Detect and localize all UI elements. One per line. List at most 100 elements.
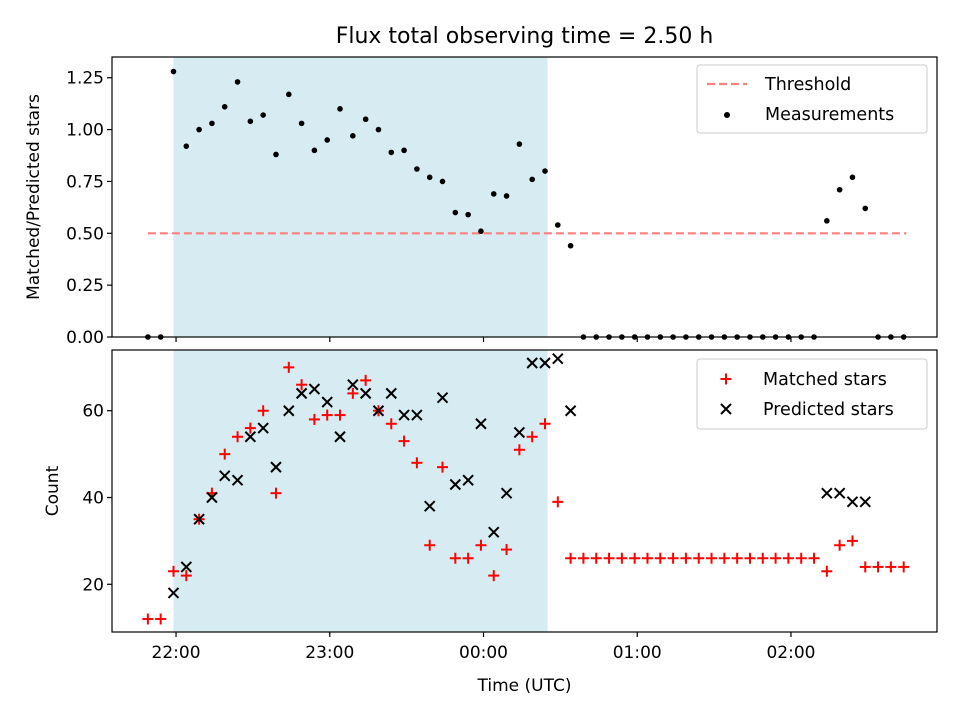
predicted-star-point xyxy=(206,491,218,504)
predicted-star-point xyxy=(231,474,244,486)
measurement-point xyxy=(260,112,266,118)
measurement-point xyxy=(234,79,241,85)
matched-star-point xyxy=(244,422,256,434)
measurement-point xyxy=(324,137,331,143)
matched-star-point xyxy=(437,461,449,473)
measurement-point xyxy=(247,118,254,125)
bottom-y-tick-label: 20 xyxy=(82,575,104,595)
legend-measurements-label: Measurements xyxy=(765,105,894,125)
legend-matched-label: Matched stars xyxy=(763,370,887,390)
top-panel: Flux total observing time = 2.50 h 0.00 0… xyxy=(24,24,938,348)
matched-star-point xyxy=(603,552,615,564)
measurement-point xyxy=(824,218,830,224)
predicted-star-point xyxy=(180,561,193,573)
legend-predicted-swatch xyxy=(720,403,732,415)
matched-star-point xyxy=(180,570,192,582)
measurement-point xyxy=(542,168,548,174)
matched-star-point xyxy=(885,561,897,573)
matched-stars-series xyxy=(142,361,910,625)
predicted-star-point xyxy=(411,409,423,421)
matched-star-point xyxy=(475,539,487,551)
measurement-point xyxy=(183,143,190,149)
predicted-star-point xyxy=(488,526,500,538)
matched-star-point xyxy=(462,552,474,564)
matched-star-point xyxy=(808,552,820,564)
matched-star-point xyxy=(846,535,858,547)
matched-star-point xyxy=(142,613,154,625)
matched-star-point xyxy=(565,552,577,564)
matched-star-point xyxy=(488,570,500,582)
top-y-tick-label: 0.75 xyxy=(66,172,104,192)
predicted-star-point xyxy=(423,500,436,512)
matched-star-point xyxy=(782,552,794,564)
predicted-star-point xyxy=(270,461,282,473)
x-tick-label: 23:00 xyxy=(305,643,354,663)
top-x-ticks xyxy=(175,337,792,342)
bottom-axes-frame xyxy=(111,349,938,633)
measurement-point xyxy=(452,209,459,216)
matched-star-point xyxy=(770,552,782,564)
measurement-point xyxy=(516,141,523,147)
measurement-point xyxy=(196,126,202,133)
matched-star-point xyxy=(398,435,410,447)
top-title: Flux total observing time = 2.50 h xyxy=(336,24,714,49)
legend-matched-swatch xyxy=(720,373,732,385)
bottom-y-ticks: 20 40 60 xyxy=(82,402,112,595)
matched-star-point xyxy=(411,457,423,469)
predicted-star-point xyxy=(398,409,410,421)
top-legend-box xyxy=(696,64,928,134)
legend-predicted-label: Predicted stars xyxy=(763,400,894,420)
measurement-point xyxy=(414,166,420,172)
matched-star-point xyxy=(283,361,295,373)
measurement-point xyxy=(170,68,177,75)
bottom-shaded-interval xyxy=(173,350,548,632)
predicted-star-point xyxy=(372,405,385,417)
x-axis-label: Time (UTC) xyxy=(477,676,572,696)
matched-star-point xyxy=(539,418,551,430)
matched-star-point xyxy=(334,409,346,421)
matched-star-point xyxy=(629,552,641,564)
bottom-legend: Matched stars Predicted stars xyxy=(696,358,928,430)
matched-star-point xyxy=(513,444,525,456)
measurement-point xyxy=(209,120,215,127)
matched-star-point xyxy=(232,431,244,443)
predicted-star-point xyxy=(475,418,487,430)
measurement-point xyxy=(298,120,305,127)
predicted-stars-series xyxy=(167,352,871,599)
matched-star-point xyxy=(296,379,308,391)
measurement-point xyxy=(362,116,369,123)
predicted-star-point xyxy=(513,426,526,439)
predicted-star-point xyxy=(526,357,538,369)
matched-star-point xyxy=(757,552,769,564)
predicted-star-point xyxy=(359,387,372,400)
matched-star-point xyxy=(526,431,538,443)
predicted-star-point xyxy=(462,474,474,486)
measurement-point xyxy=(465,211,471,218)
legend-threshold-label: Threshold xyxy=(764,75,851,95)
matched-star-point xyxy=(616,552,628,564)
predicted-star-point xyxy=(244,431,257,443)
predicted-star-point xyxy=(539,357,551,369)
predicted-star-point xyxy=(500,487,513,499)
top-y-tick-label: 1.00 xyxy=(66,121,104,141)
matched-star-point xyxy=(552,496,564,508)
matched-star-point xyxy=(641,552,653,564)
matched-star-point xyxy=(898,561,910,573)
matched-star-point xyxy=(155,613,167,625)
matched-star-point xyxy=(360,374,372,386)
top-y-tick-label: 0.00 xyxy=(66,328,104,348)
measurement-point xyxy=(836,186,843,193)
matched-star-point xyxy=(693,552,705,564)
measurement-point xyxy=(401,147,407,154)
legend-x-marker xyxy=(720,403,732,415)
measurement-point xyxy=(221,103,228,110)
predicted-star-point xyxy=(308,383,321,395)
predicted-star-point xyxy=(564,405,577,417)
bottom-x-ticks: 22:00 23:00 00:00 01:00 02:00 xyxy=(152,632,815,663)
predicted-star-point xyxy=(347,379,359,391)
matched-star-point xyxy=(219,448,231,460)
top-y-tick-label: 0.25 xyxy=(66,276,104,296)
measurement-point xyxy=(478,228,484,235)
predicted-star-point xyxy=(257,422,269,434)
